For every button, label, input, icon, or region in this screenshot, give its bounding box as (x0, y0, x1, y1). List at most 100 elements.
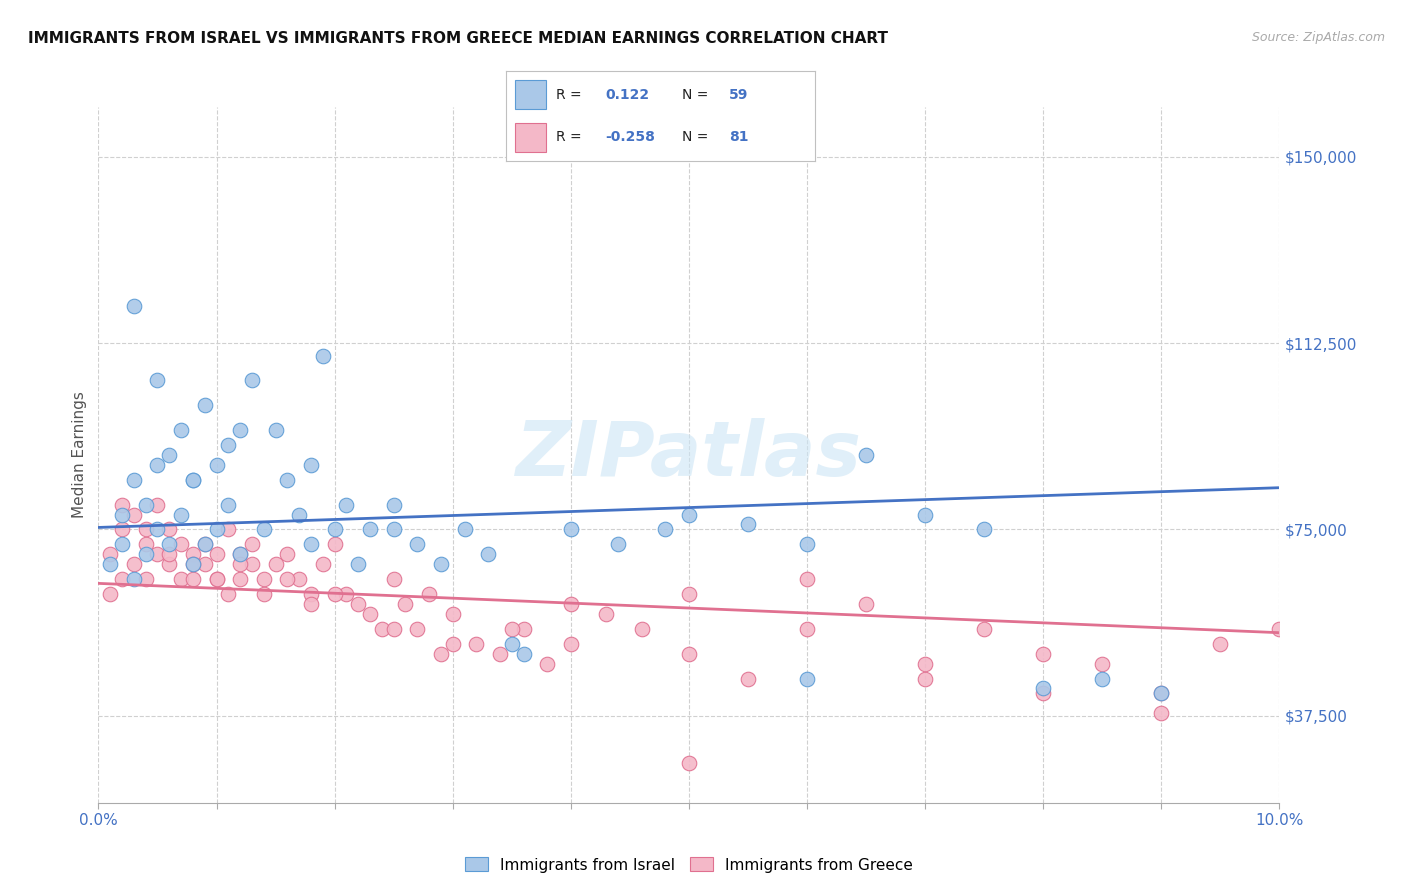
Point (240, 537, 263, 551)
Point (335, 498, 357, 512)
Point (737, 672, 759, 686)
Point (276, 572, 298, 586)
Point (276, 473, 298, 487)
Point (914, 508, 936, 522)
Point (217, 438, 239, 452)
Point (229, 558, 252, 572)
Point (146, 498, 169, 512)
Point (205, 572, 228, 586)
Point (170, 572, 193, 586)
Point (1150, 706, 1173, 721)
Point (855, 597, 877, 611)
Point (205, 523, 228, 537)
Point (264, 558, 287, 572)
Point (146, 373, 169, 387)
Point (382, 498, 405, 512)
Point (229, 572, 252, 586)
Point (394, 597, 416, 611)
Point (229, 423, 252, 437)
Point (430, 647, 453, 661)
Point (146, 547, 169, 561)
Point (205, 547, 228, 561)
Point (453, 523, 475, 537)
Point (170, 537, 193, 551)
Point (253, 572, 276, 586)
Point (1150, 686, 1173, 700)
Point (299, 537, 322, 551)
Point (98, 547, 121, 561)
Point (359, 607, 381, 621)
Point (111, 498, 134, 512)
Point (240, 558, 263, 572)
Text: IMMIGRANTS FROM ISRAEL VS IMMIGRANTS FROM GREECE MEDIAN EARNINGS CORRELATION CHA: IMMIGRANTS FROM ISRAEL VS IMMIGRANTS FRO… (28, 31, 889, 46)
Point (323, 587, 346, 601)
FancyBboxPatch shape (516, 80, 547, 109)
Point (536, 657, 558, 671)
Point (359, 523, 381, 537)
Text: 0.122: 0.122 (605, 87, 650, 102)
Point (122, 473, 145, 487)
Point (630, 622, 652, 636)
Point (501, 637, 523, 651)
Point (229, 547, 252, 561)
Point (135, 547, 157, 561)
Point (135, 537, 157, 551)
Point (122, 508, 145, 522)
Point (135, 523, 157, 537)
Point (146, 458, 169, 472)
Point (441, 607, 464, 621)
Point (217, 498, 239, 512)
Point (678, 508, 700, 522)
FancyBboxPatch shape (516, 123, 547, 152)
Text: 81: 81 (728, 130, 748, 145)
Point (253, 587, 276, 601)
Y-axis label: Median Earnings: Median Earnings (72, 392, 87, 518)
Point (299, 597, 322, 611)
Point (122, 572, 145, 586)
Point (253, 523, 276, 537)
Point (654, 523, 676, 537)
Point (477, 547, 499, 561)
Point (194, 537, 217, 551)
Point (607, 537, 630, 551)
Point (973, 523, 995, 537)
Point (205, 458, 228, 472)
Point (1268, 622, 1291, 636)
Point (1032, 647, 1054, 661)
Point (323, 537, 346, 551)
Point (406, 537, 429, 551)
Point (512, 647, 534, 661)
Point (170, 508, 193, 522)
Point (194, 558, 217, 572)
Point (288, 572, 311, 586)
Point (181, 572, 204, 586)
Point (382, 572, 405, 586)
Point (737, 517, 759, 532)
Point (288, 508, 311, 522)
Point (111, 523, 134, 537)
Point (465, 637, 488, 651)
Point (181, 473, 204, 487)
Point (796, 622, 818, 636)
Point (299, 587, 322, 601)
Point (323, 523, 346, 537)
Text: R =: R = (555, 87, 581, 102)
Point (441, 637, 464, 651)
Point (973, 622, 995, 636)
Point (157, 558, 180, 572)
Point (217, 587, 239, 601)
Point (111, 572, 134, 586)
Point (1091, 672, 1114, 686)
Text: R =: R = (555, 130, 581, 145)
Point (157, 547, 180, 561)
Point (501, 622, 523, 636)
Point (146, 523, 169, 537)
Text: N =: N = (682, 130, 709, 145)
Point (111, 537, 134, 551)
Point (122, 558, 145, 572)
Point (796, 672, 818, 686)
Point (1150, 686, 1173, 700)
Point (217, 523, 239, 537)
Point (312, 349, 335, 363)
Point (157, 448, 180, 462)
